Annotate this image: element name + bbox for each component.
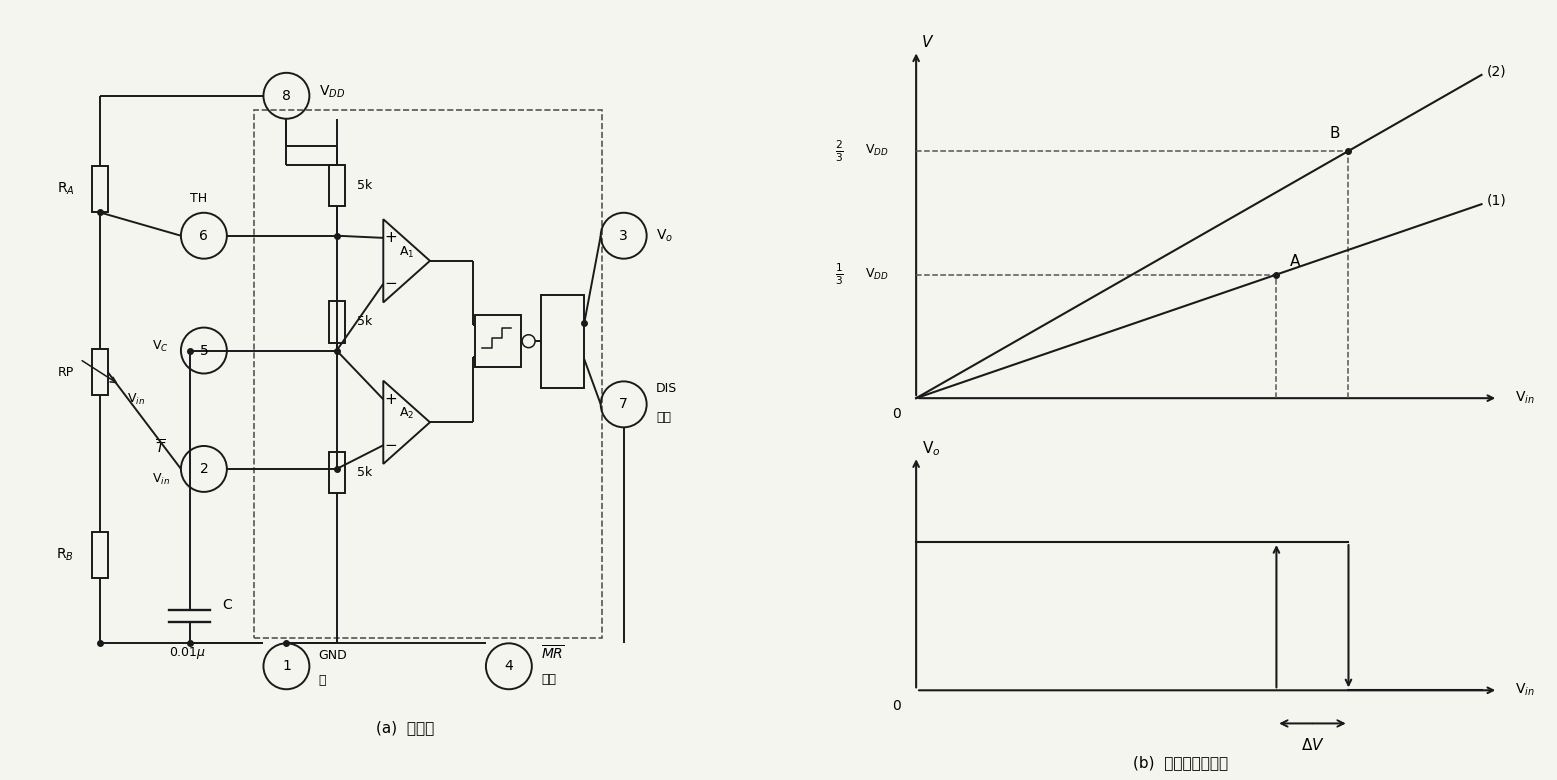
- Bar: [475, 315, 522, 367]
- Text: (a)  电路图: (a) 电路图: [375, 720, 434, 735]
- Text: 放电: 放电: [655, 411, 671, 424]
- Bar: [329, 165, 344, 206]
- Bar: [329, 301, 344, 342]
- Text: 0.01$\mu$: 0.01$\mu$: [170, 645, 207, 661]
- Text: $\frac{2}{3}$: $\frac{2}{3}$: [835, 138, 844, 164]
- Text: +: +: [385, 392, 397, 407]
- Text: V$_C$: V$_C$: [153, 339, 170, 354]
- Bar: [92, 165, 107, 212]
- Text: A$_2$: A$_2$: [399, 406, 414, 421]
- Text: DIS: DIS: [655, 382, 677, 395]
- Text: 5k: 5k: [357, 179, 372, 192]
- Text: V$_{DD}$: V$_{DD}$: [864, 144, 889, 158]
- Text: $\overline{MR}$: $\overline{MR}$: [542, 644, 565, 662]
- Text: A$_1$: A$_1$: [399, 245, 414, 260]
- Text: 地: 地: [319, 674, 327, 687]
- Text: V$_o$: V$_o$: [922, 439, 940, 458]
- Text: 0: 0: [892, 406, 902, 420]
- Text: TH: TH: [190, 192, 207, 205]
- Bar: [542, 295, 584, 388]
- Text: 8: 8: [282, 89, 291, 103]
- Text: B: B: [1330, 126, 1341, 141]
- Text: $\frac{1}{3}$: $\frac{1}{3}$: [835, 262, 844, 287]
- Bar: [92, 349, 107, 395]
- Bar: [254, 110, 603, 637]
- Text: V$_{in}$: V$_{in}$: [1515, 390, 1535, 406]
- Text: +: +: [385, 230, 397, 246]
- Text: −: −: [385, 276, 397, 291]
- Text: A: A: [1291, 254, 1300, 269]
- Text: C: C: [221, 598, 232, 612]
- Text: 7: 7: [620, 397, 627, 411]
- Text: (2): (2): [1487, 64, 1507, 78]
- Text: 6: 6: [199, 229, 209, 243]
- Text: V$_{in}$: V$_{in}$: [128, 392, 145, 407]
- Text: 0: 0: [892, 699, 902, 713]
- Text: V$_{in}$: V$_{in}$: [151, 472, 170, 488]
- Text: V: V: [922, 35, 933, 50]
- Text: 4: 4: [504, 659, 514, 673]
- Text: (b)  施密特触发特性: (b) 施密特触发特性: [1132, 755, 1228, 771]
- Text: 5k: 5k: [357, 315, 372, 328]
- Text: R$_B$: R$_B$: [56, 547, 75, 563]
- Bar: [92, 532, 107, 579]
- Text: 5: 5: [199, 343, 209, 357]
- Text: GND: GND: [319, 649, 347, 662]
- Text: (1): (1): [1487, 193, 1507, 207]
- Bar: [329, 452, 344, 493]
- Text: −: −: [385, 438, 397, 452]
- Text: V$_{DD}$: V$_{DD}$: [319, 84, 344, 101]
- Text: 1: 1: [282, 659, 291, 673]
- Text: V$_o$: V$_o$: [655, 228, 673, 244]
- Text: RP: RP: [58, 366, 73, 378]
- Text: 5k: 5k: [357, 466, 372, 479]
- Text: V$_{DD}$: V$_{DD}$: [864, 267, 889, 282]
- Text: R$_A$: R$_A$: [56, 181, 75, 197]
- Text: 2: 2: [199, 462, 209, 476]
- Text: $\overline{T}$: $\overline{T}$: [156, 438, 167, 456]
- Text: $\Delta V$: $\Delta V$: [1300, 737, 1325, 753]
- Text: 复位: 复位: [542, 672, 556, 686]
- Text: 3: 3: [620, 229, 627, 243]
- Text: V$_{in}$: V$_{in}$: [1515, 682, 1535, 699]
